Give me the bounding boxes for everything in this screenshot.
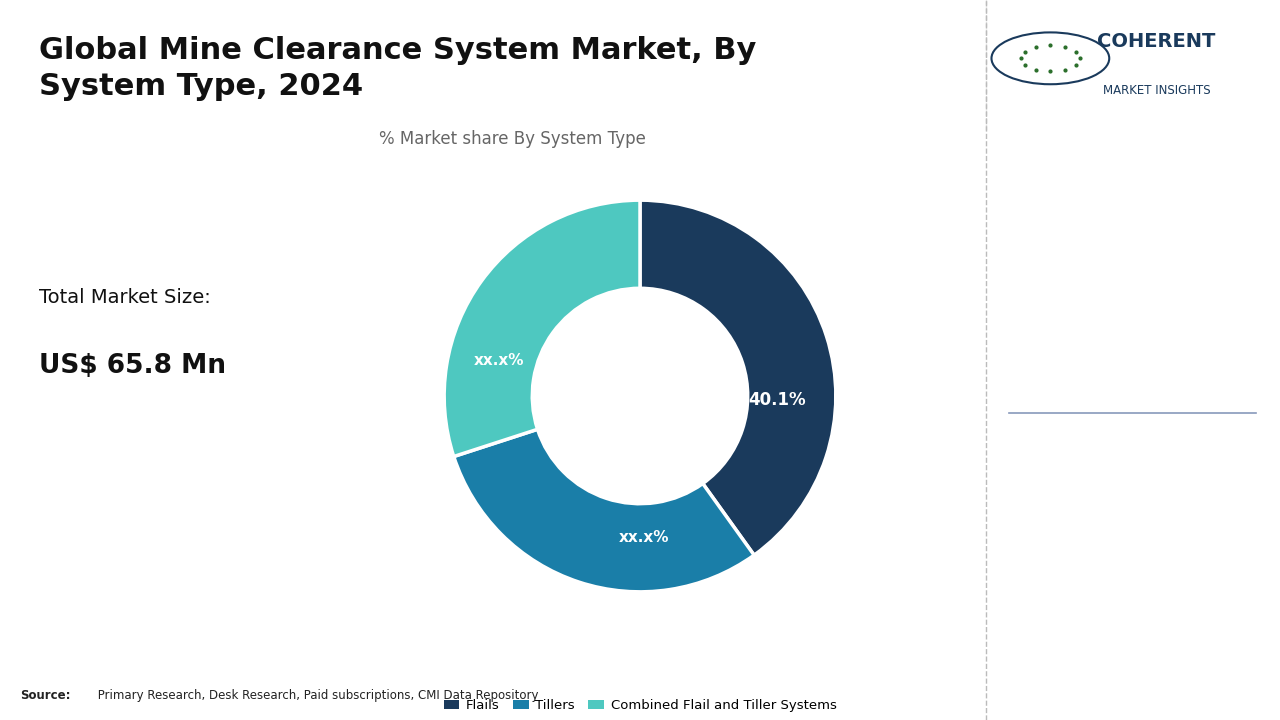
Text: Total Market Size:: Total Market Size:: [40, 288, 211, 307]
Text: 40.1%: 40.1%: [1015, 189, 1179, 233]
Text: Primary Research, Desk Research, Paid subscriptions, CMI Data Repository: Primary Research, Desk Research, Paid su…: [93, 689, 538, 702]
Wedge shape: [453, 429, 754, 592]
Text: MARKET INSIGHTS: MARKET INSIGHTS: [1102, 84, 1210, 97]
Text: xx.x%: xx.x%: [618, 529, 669, 544]
Text: Estimated Market: Estimated Market: [1015, 312, 1149, 328]
Wedge shape: [444, 200, 640, 456]
Text: Global Mine
Clearance
System Market: Global Mine Clearance System Market: [1015, 449, 1212, 550]
Legend: Flails, Tillers, Combined Flail and Tiller Systems: Flails, Tillers, Combined Flail and Till…: [438, 694, 842, 717]
Wedge shape: [640, 200, 836, 555]
Text: US$ 65.8 Mn: US$ 65.8 Mn: [40, 353, 227, 379]
Text: 40.1%: 40.1%: [749, 391, 806, 409]
Text: COHERENT: COHERENT: [1097, 32, 1216, 51]
Text: Source:: Source:: [19, 689, 70, 702]
Text: System Type -: System Type -: [1094, 271, 1207, 287]
Text: Revenue Share, 2024: Revenue Share, 2024: [1015, 354, 1179, 369]
Text: Global Mine Clearance System Market, By
System Type, 2024: Global Mine Clearance System Market, By …: [40, 36, 756, 101]
Text: xx.x%: xx.x%: [474, 354, 525, 368]
Text: Flails: Flails: [1015, 271, 1060, 287]
Text: % Market share By System Type: % Market share By System Type: [379, 130, 646, 148]
